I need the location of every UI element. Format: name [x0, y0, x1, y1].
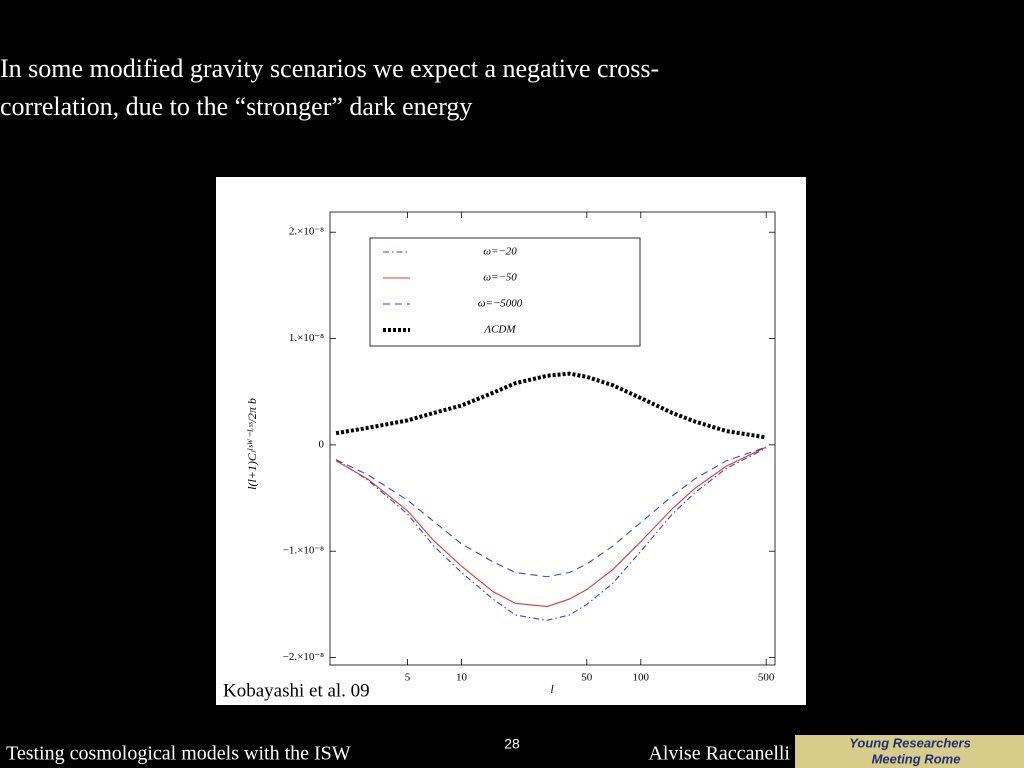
legend-label: ω=−5000 [478, 298, 523, 310]
slide-title: correlation, due to the “stronger” dark … [0, 92, 472, 121]
series-line [335, 371, 767, 440]
series-line [335, 446, 767, 578]
logo-text: Young Researchers [849, 735, 971, 750]
logo [795, 735, 1024, 768]
legend-label: ω=−20 [483, 246, 517, 258]
page-number: 28 [504, 736, 520, 752]
series-line [335, 447, 767, 621]
annotation: Kobayashi et al. 09 [223, 680, 370, 701]
y-tick-label: 2.×10⁻⁸ [289, 226, 324, 238]
legend-box [369, 237, 641, 347]
x-tick-label: 5 [405, 672, 411, 684]
slide-title: In some modified gravity scenarios we ex… [0, 54, 659, 83]
y-tick-label: −1.×10⁻⁸ [283, 545, 324, 557]
legend-label: ω=−50 [483, 272, 517, 284]
footer-right: Alvise Raccanelli [648, 743, 790, 765]
footer-left: Testing cosmological models with the ISW [6, 743, 351, 765]
x-axis-label: l [550, 682, 554, 696]
series-line [335, 446, 767, 608]
y-tick-label: 1.×10⁻⁸ [289, 332, 324, 344]
y-tick-label: −2.×10⁻⁸ [283, 651, 324, 663]
plot-frame [329, 211, 776, 666]
x-tick-label: 100 [633, 672, 650, 684]
y-axis-label: l(l+1)Cₗᴵˢᵂ⁻ᴸˢˢ/2π b [245, 398, 259, 490]
y-tick-label: 0 [319, 438, 325, 450]
x-tick-label: 50 [581, 672, 593, 684]
logo-text: Meeting Rome [872, 751, 961, 766]
x-tick-label: 500 [758, 672, 775, 684]
legend-label: ΛCDM [483, 324, 516, 336]
x-tick-label: 10 [456, 672, 468, 684]
